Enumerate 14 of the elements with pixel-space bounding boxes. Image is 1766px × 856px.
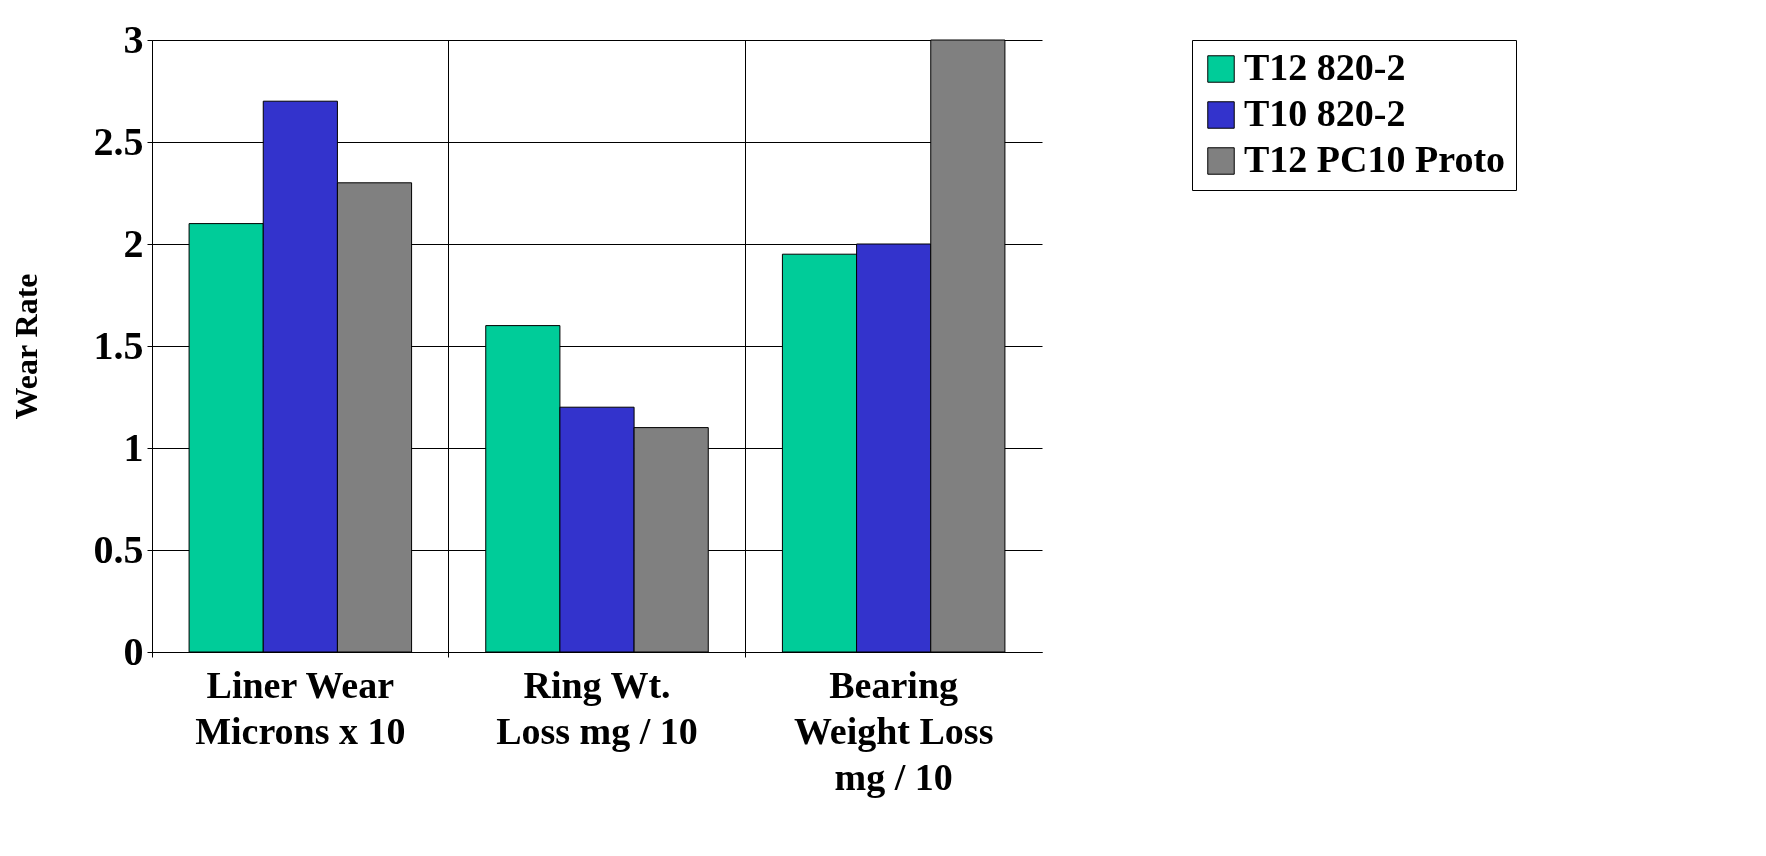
y-tick-label: 0.5 (93, 526, 144, 572)
y-tick-label: 2 (123, 220, 144, 266)
legend-label: T12 820-2 (1244, 46, 1406, 88)
y-axis-title: Wear Rate (7, 273, 44, 420)
y-tick-label: 3 (123, 16, 144, 62)
x-tick-label: Liner Wear Microns x 10 (195, 663, 406, 752)
legend-label: T10 820-2 (1244, 92, 1406, 134)
x-tick-label: Bearing Weight Loss mg / 10 (793, 663, 994, 798)
legend-label: T12 PC10 Proto (1244, 138, 1506, 180)
y-tick-label: 1.5 (93, 322, 144, 368)
x-tick-label: Ring Wt. Loss mg / 10 (496, 663, 698, 752)
y-tick-label: 1 (123, 424, 144, 470)
y-tick-label: 2.5 (93, 118, 144, 164)
y-tick-label: 0 (123, 628, 144, 674)
